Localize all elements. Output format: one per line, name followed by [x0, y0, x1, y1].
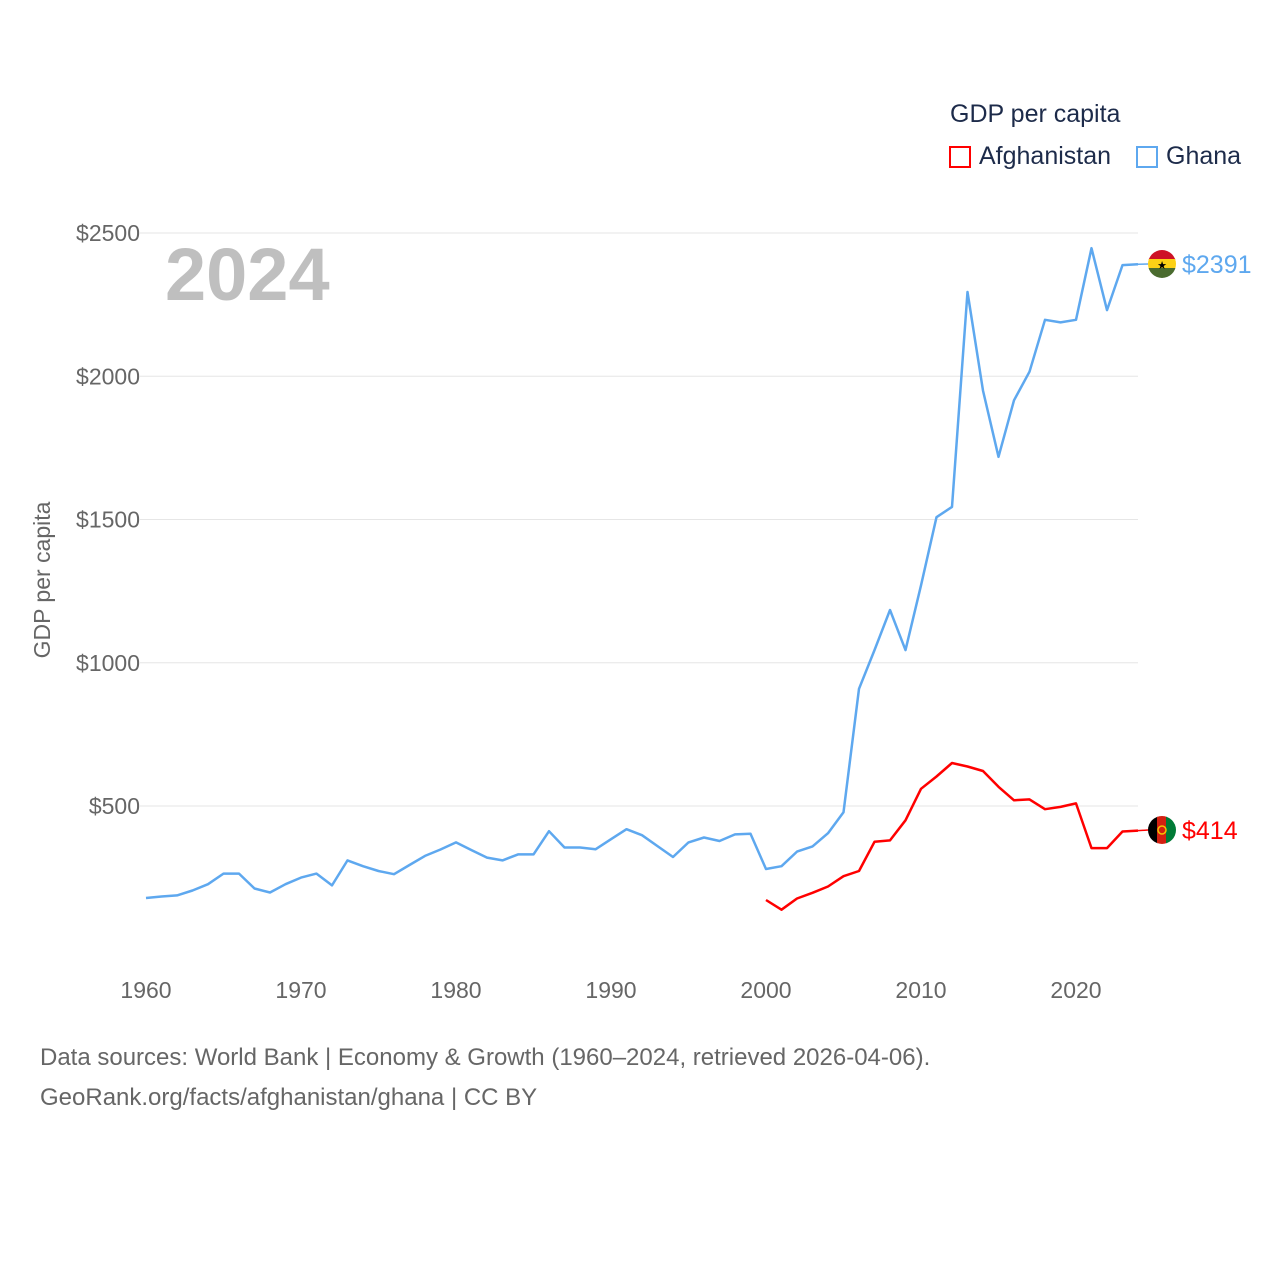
x-tick-label: 2010	[895, 977, 946, 1003]
y-tick-label: $1500	[76, 507, 140, 533]
legend-label: Ghana	[1166, 142, 1242, 170]
end-value-label: $2391	[1182, 251, 1252, 279]
legend-title: GDP per capita	[950, 100, 1121, 128]
y-tick-label: $2500	[76, 220, 140, 246]
year-watermark: 2024	[165, 233, 330, 316]
series-line-afghanistan	[765, 761, 1139, 911]
svg-text:★: ★	[1157, 260, 1167, 272]
legend-swatch-ghana	[1136, 145, 1158, 168]
x-tick-label: 1960	[120, 977, 171, 1003]
x-tick-label: 2000	[740, 977, 791, 1003]
end-value-label: $414	[1182, 817, 1238, 845]
y-tick-label: $500	[89, 793, 140, 819]
x-tick-label: 1990	[585, 977, 636, 1003]
end-connector	[1137, 829, 1149, 832]
legend-swatch-afghanistan	[949, 145, 971, 168]
ghana-flag-icon: ★	[1148, 250, 1176, 278]
legend-item-afghanistan[interactable]: Afghanistan	[949, 142, 1111, 171]
x-tick-label: 1970	[275, 977, 326, 1003]
y-tick-label: $1000	[76, 650, 140, 676]
y-tick-label: $2000	[76, 363, 140, 389]
footer-link[interactable]: GeoRank.org/facts/afghanistan/ghana | CC…	[40, 1084, 538, 1111]
series-line-ghana	[145, 246, 1139, 900]
x-tick-label: 1980	[430, 977, 481, 1003]
legend-item-ghana[interactable]: Ghana	[1136, 142, 1241, 171]
x-tick-label: 2020	[1050, 977, 1101, 1003]
afghanistan-flag-icon	[1148, 816, 1176, 844]
y-axis-label: GDP per capita	[29, 501, 55, 658]
legend-label: Afghanistan	[979, 142, 1112, 170]
footer-sources: Data sources: World Bank | Economy & Gro…	[40, 1044, 931, 1071]
